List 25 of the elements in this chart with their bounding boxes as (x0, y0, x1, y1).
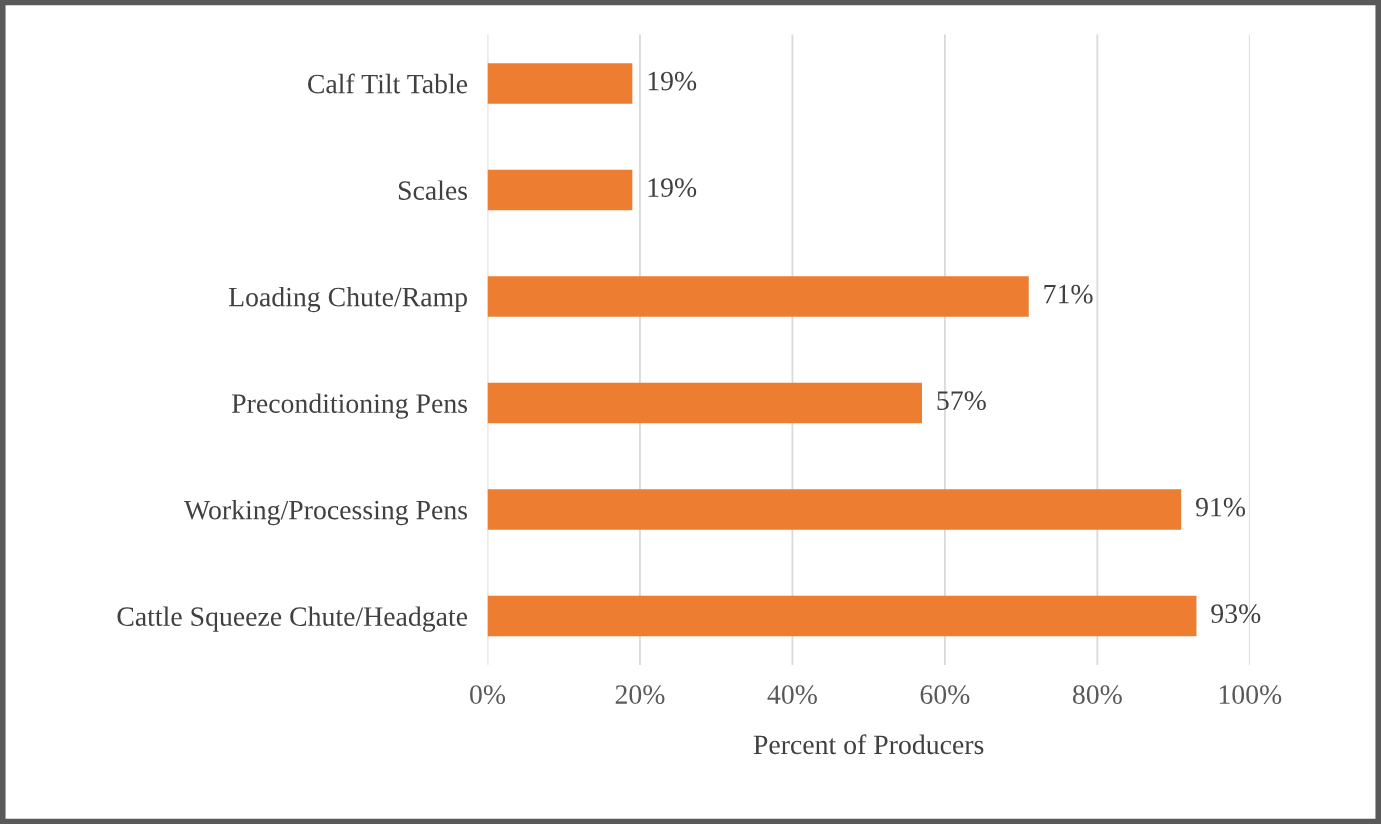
y-tick-label: Calf Tilt Table (308, 73, 468, 94)
data-label: 57% (937, 391, 986, 411)
bar (487, 63, 633, 104)
data-label: 71% (1044, 284, 1093, 304)
data-label: 91% (1195, 497, 1246, 517)
x-tick-label: 20% (615, 685, 665, 705)
y-tick-label: Working/Processing Pens (184, 499, 468, 526)
x-tick-label: 100% (1219, 685, 1282, 705)
x-tick-label: 0% (470, 685, 506, 705)
x-axis-title: Percent of Producers (753, 734, 984, 755)
y-tick-label: Loading Chute/Ramp (228, 286, 467, 313)
x-tick-label: 80% (1072, 685, 1122, 705)
bar (487, 382, 923, 424)
bar (487, 489, 1182, 530)
y-tick-label: Scales (398, 180, 468, 200)
bar (487, 169, 633, 211)
bar (487, 595, 1197, 637)
data-label: 93% (1211, 604, 1261, 624)
x-tick-label: 40% (767, 685, 817, 705)
y-tick-label: Preconditioning Pens (231, 393, 468, 419)
data-label: 19% (648, 178, 697, 198)
y-tick-label: Cattle Squeeze Chute/Headgate (117, 606, 468, 632)
data-label: 19% (648, 71, 697, 91)
x-tick-label: 60% (920, 685, 970, 705)
bar (487, 276, 1029, 317)
